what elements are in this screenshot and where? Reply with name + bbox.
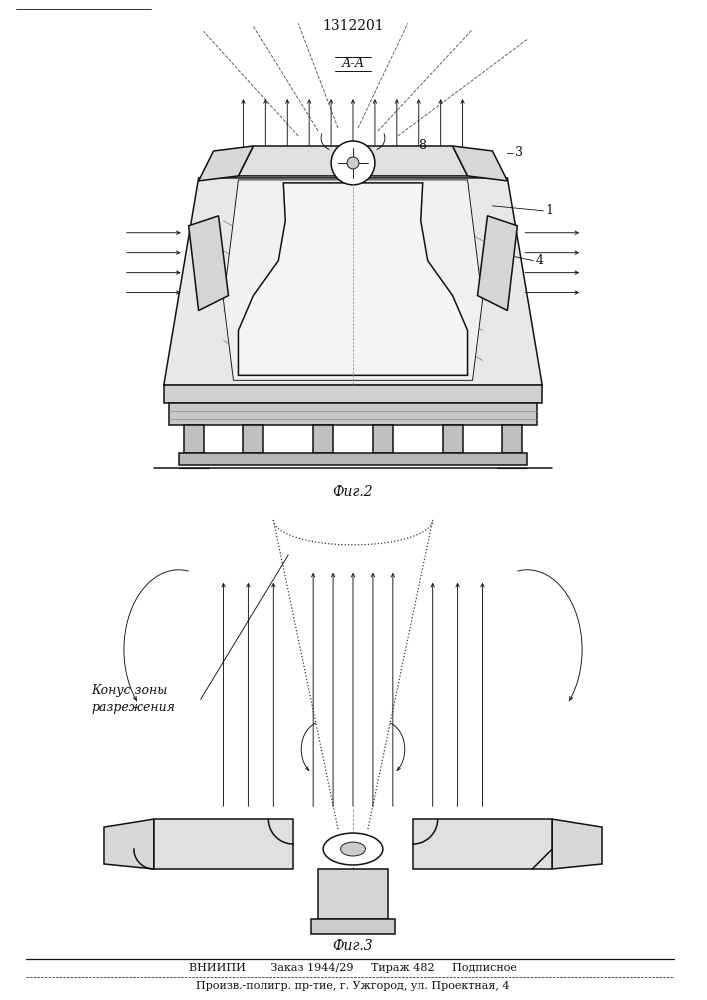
Text: 8: 8	[418, 139, 426, 152]
Polygon shape	[189, 216, 228, 311]
Polygon shape	[243, 425, 263, 453]
Polygon shape	[452, 146, 508, 181]
Polygon shape	[164, 178, 542, 385]
Text: Фиг.2: Фиг.2	[333, 485, 373, 499]
Polygon shape	[199, 146, 253, 181]
Text: 1312201: 1312201	[322, 19, 384, 33]
Circle shape	[331, 141, 375, 185]
Text: Фиг.3: Фиг.3	[333, 939, 373, 953]
Polygon shape	[552, 819, 602, 869]
Polygon shape	[223, 180, 482, 380]
Polygon shape	[104, 819, 154, 869]
Text: 3: 3	[515, 146, 523, 159]
Polygon shape	[154, 819, 293, 869]
Polygon shape	[184, 425, 204, 453]
Polygon shape	[238, 183, 467, 375]
Circle shape	[347, 157, 359, 169]
Polygon shape	[179, 453, 527, 465]
Text: А-А: А-А	[341, 57, 365, 70]
Polygon shape	[477, 216, 518, 311]
Polygon shape	[311, 919, 395, 934]
Polygon shape	[503, 425, 522, 453]
Polygon shape	[443, 425, 462, 453]
Ellipse shape	[323, 833, 383, 865]
Text: 1: 1	[545, 204, 554, 217]
Text: Конус зоны
разрежения: Конус зоны разрежения	[91, 684, 175, 714]
Polygon shape	[169, 403, 537, 425]
Text: ВНИИПИ       Заказ 1944/29     Тираж 482     Подписное: ВНИИПИ Заказ 1944/29 Тираж 482 Подписное	[189, 963, 517, 973]
Polygon shape	[313, 425, 333, 453]
Text: Произв.-полигр. пр-тие, г. Ужгород, ул. Проектная, 4: Произв.-полигр. пр-тие, г. Ужгород, ул. …	[197, 981, 510, 991]
Polygon shape	[373, 425, 393, 453]
Polygon shape	[164, 385, 542, 403]
Polygon shape	[413, 819, 552, 869]
Ellipse shape	[341, 842, 366, 856]
Polygon shape	[318, 869, 388, 919]
Polygon shape	[238, 146, 467, 176]
Text: 4: 4	[535, 254, 543, 267]
